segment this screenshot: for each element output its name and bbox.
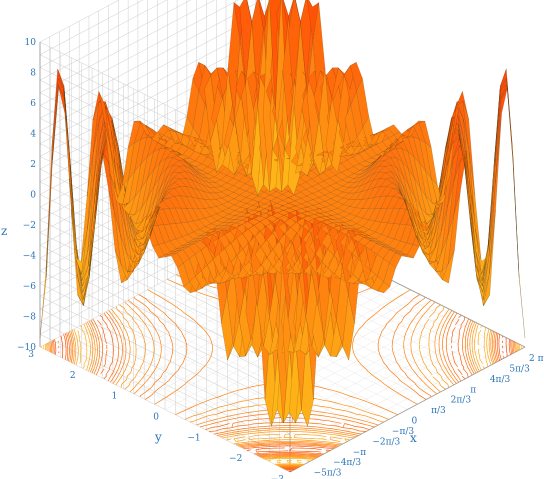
y-tick-label: −1 (187, 433, 200, 443)
x-tick-label: −4π/3 (333, 458, 361, 468)
surface-mesh (39, 0, 526, 427)
z-tick-label: 2 (30, 160, 36, 170)
z-tick-label: −2 (23, 221, 36, 231)
y-tick-label: 1 (112, 392, 118, 402)
x-tick-label: 0 (412, 417, 418, 427)
z-axis-title: z (1, 224, 7, 238)
x-tick-label: 2 π (529, 354, 544, 364)
y-axis-title: y (154, 430, 162, 444)
z-tick-label: 4 (30, 130, 36, 140)
y-tick-label: −3 (271, 475, 285, 479)
z-tick-label: 6 (30, 99, 36, 109)
x-tick-label: 5π/3 (509, 364, 530, 374)
z-tick-label: 10 (25, 38, 37, 48)
z-tick-label: −10 (17, 343, 36, 353)
surface-patch (489, 113, 502, 274)
x-tick-label: −5π/3 (314, 469, 342, 479)
surface-patch (506, 78, 519, 272)
z-tick-label: 8 (30, 69, 36, 79)
y-tick-label: 0 (153, 413, 159, 423)
contour-line (57, 223, 508, 471)
x-tick-label: −π (353, 448, 367, 458)
x-tick-label: −2π/3 (372, 437, 400, 447)
x-axis-title: x (410, 431, 417, 445)
contour-line (41, 346, 524, 348)
y-tick-label: −2 (229, 454, 242, 464)
z-tick-label: 0 (30, 191, 36, 201)
y-tick-label: 3 (28, 350, 34, 360)
y-tick-label: 2 (70, 371, 76, 381)
x-tick-label: π/3 (431, 406, 446, 416)
x-tick-label: −π/3 (392, 427, 414, 437)
x-tick-label: 4π/3 (490, 375, 511, 385)
x-tick-label: 2π/3 (451, 396, 472, 406)
x-tick-label: π (470, 385, 476, 395)
z-tick-label: −8 (23, 313, 37, 323)
axis-edge (289, 346, 526, 473)
surface-patch (512, 160, 526, 339)
surface-patch (488, 98, 502, 257)
surface-patch (506, 84, 520, 278)
z-tick-label: −4 (23, 252, 37, 262)
z-tick-label: −6 (23, 282, 37, 292)
